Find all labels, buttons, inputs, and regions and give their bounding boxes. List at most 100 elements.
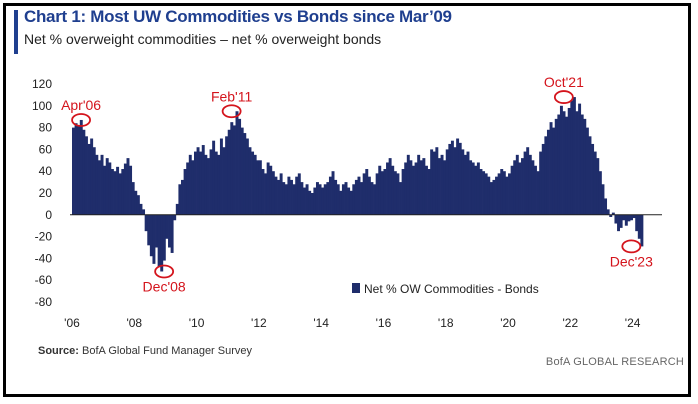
bar bbox=[300, 182, 304, 215]
bar bbox=[624, 214, 628, 226]
annotation-label: Feb'11 bbox=[211, 88, 253, 104]
bar bbox=[225, 136, 229, 215]
bar bbox=[178, 184, 182, 215]
bar bbox=[227, 129, 231, 215]
bar bbox=[627, 214, 631, 222]
bar bbox=[92, 147, 96, 215]
bar bbox=[72, 127, 75, 215]
bar bbox=[614, 214, 618, 224]
x-tick-label: '18 bbox=[438, 316, 454, 330]
bar bbox=[152, 214, 156, 264]
bar bbox=[248, 147, 252, 215]
bar bbox=[526, 147, 530, 215]
bar bbox=[601, 184, 605, 215]
y-tick-label: 40 bbox=[39, 164, 53, 178]
bar bbox=[391, 165, 395, 215]
bar bbox=[155, 214, 159, 248]
bar bbox=[315, 182, 319, 215]
bar bbox=[417, 154, 421, 215]
bar bbox=[303, 187, 306, 215]
bar bbox=[456, 138, 460, 215]
bar bbox=[162, 214, 166, 261]
bar bbox=[484, 173, 488, 215]
bar bbox=[435, 147, 439, 215]
source-label: Source: bbox=[38, 345, 79, 357]
bar bbox=[510, 165, 514, 215]
bar bbox=[287, 176, 291, 215]
bar bbox=[565, 116, 569, 215]
bar bbox=[463, 154, 467, 215]
bar bbox=[144, 214, 148, 232]
legend-swatch bbox=[352, 283, 360, 293]
bar bbox=[414, 162, 418, 215]
annotation-marker bbox=[71, 113, 91, 127]
bar bbox=[74, 123, 78, 215]
bar bbox=[637, 214, 641, 239]
bar bbox=[157, 214, 161, 268]
bar bbox=[604, 198, 608, 215]
bar bbox=[347, 187, 351, 215]
bar bbox=[557, 114, 561, 215]
bar bbox=[591, 143, 595, 215]
annotation-label: Dec'08 bbox=[143, 278, 186, 294]
bar bbox=[336, 184, 340, 215]
bar bbox=[495, 176, 499, 215]
bar bbox=[123, 163, 127, 215]
annotation-label: Dec'23 bbox=[610, 253, 653, 269]
bar bbox=[142, 209, 146, 215]
bar bbox=[344, 182, 348, 215]
x-tick-label: '16 bbox=[376, 316, 392, 330]
bar bbox=[508, 173, 511, 215]
bar bbox=[440, 154, 444, 215]
bar bbox=[183, 169, 187, 215]
bar bbox=[450, 140, 454, 215]
bar bbox=[349, 190, 353, 215]
bar bbox=[292, 184, 296, 215]
bar bbox=[562, 111, 566, 215]
x-tick-label: '22 bbox=[563, 316, 579, 330]
y-tick-label: 60 bbox=[39, 142, 53, 156]
bar bbox=[118, 173, 122, 215]
source-note: Source: BofA Global Fund Manager Survey bbox=[38, 345, 252, 357]
bar bbox=[443, 160, 447, 215]
legend-label: Net % OW Commodities - Bonds bbox=[364, 282, 539, 296]
bar bbox=[168, 214, 171, 248]
bar bbox=[546, 129, 550, 215]
y-tick-label: 100 bbox=[32, 99, 52, 113]
chart-title: Chart 1: Most UW Commodities vs Bonds si… bbox=[24, 7, 452, 26]
bar-series bbox=[72, 97, 644, 272]
annotation-label: Oct'21 bbox=[544, 74, 584, 90]
y-tick-label: 80 bbox=[39, 121, 53, 135]
bar bbox=[261, 169, 265, 215]
bar bbox=[269, 165, 273, 215]
bar bbox=[505, 176, 509, 215]
bar bbox=[567, 107, 571, 215]
bar bbox=[518, 162, 522, 215]
bar bbox=[79, 119, 83, 215]
bar bbox=[139, 203, 143, 215]
bar bbox=[160, 214, 164, 272]
x-tick-label: '06 bbox=[64, 316, 80, 330]
bar bbox=[370, 182, 374, 215]
bar bbox=[523, 151, 527, 215]
bar bbox=[531, 160, 535, 215]
bar bbox=[238, 118, 242, 215]
bar bbox=[575, 111, 579, 215]
y-tick-label: 0 bbox=[45, 208, 52, 222]
bar bbox=[181, 179, 184, 215]
bar bbox=[186, 162, 190, 215]
y-tick-label: 120 bbox=[32, 77, 52, 91]
bar bbox=[131, 182, 135, 215]
bar bbox=[175, 203, 179, 215]
bar bbox=[419, 160, 423, 215]
bar bbox=[82, 129, 86, 215]
source-text: BofA Global Fund Manager Survey bbox=[82, 345, 253, 357]
bar bbox=[393, 171, 397, 215]
bar bbox=[173, 214, 177, 221]
title-accent-bar bbox=[14, 10, 18, 54]
brand-label: BofA GLOBAL RESEARCH bbox=[545, 356, 684, 368]
bar bbox=[549, 122, 553, 215]
bar bbox=[406, 154, 410, 215]
bar bbox=[232, 125, 236, 215]
bar bbox=[328, 176, 332, 215]
